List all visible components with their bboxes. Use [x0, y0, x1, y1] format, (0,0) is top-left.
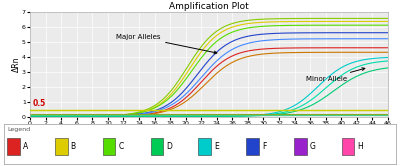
Text: Minor Allele: Minor Allele [306, 68, 365, 82]
Bar [198, 138, 211, 155]
Text: E: E [214, 142, 219, 151]
Title: Amplification Plot: Amplification Plot [169, 2, 249, 11]
Text: G: G [310, 142, 316, 151]
Bar [342, 138, 354, 155]
Bar [103, 138, 115, 155]
Bar [294, 138, 307, 155]
Bar [7, 138, 20, 155]
Text: 0.5: 0.5 [32, 99, 46, 108]
Text: C: C [118, 142, 124, 151]
Bar [151, 138, 163, 155]
Text: B: B [71, 142, 76, 151]
Text: H: H [358, 142, 363, 151]
Text: Legend: Legend [7, 127, 30, 132]
Text: F: F [262, 142, 266, 151]
Y-axis label: ΔRn: ΔRn [12, 57, 20, 72]
Text: Major Alleles: Major Alleles [116, 34, 217, 54]
Text: A: A [23, 142, 28, 151]
Bar [246, 138, 259, 155]
X-axis label: Cycle: Cycle [199, 128, 219, 137]
Bar [55, 138, 68, 155]
Text: D: D [166, 142, 172, 151]
